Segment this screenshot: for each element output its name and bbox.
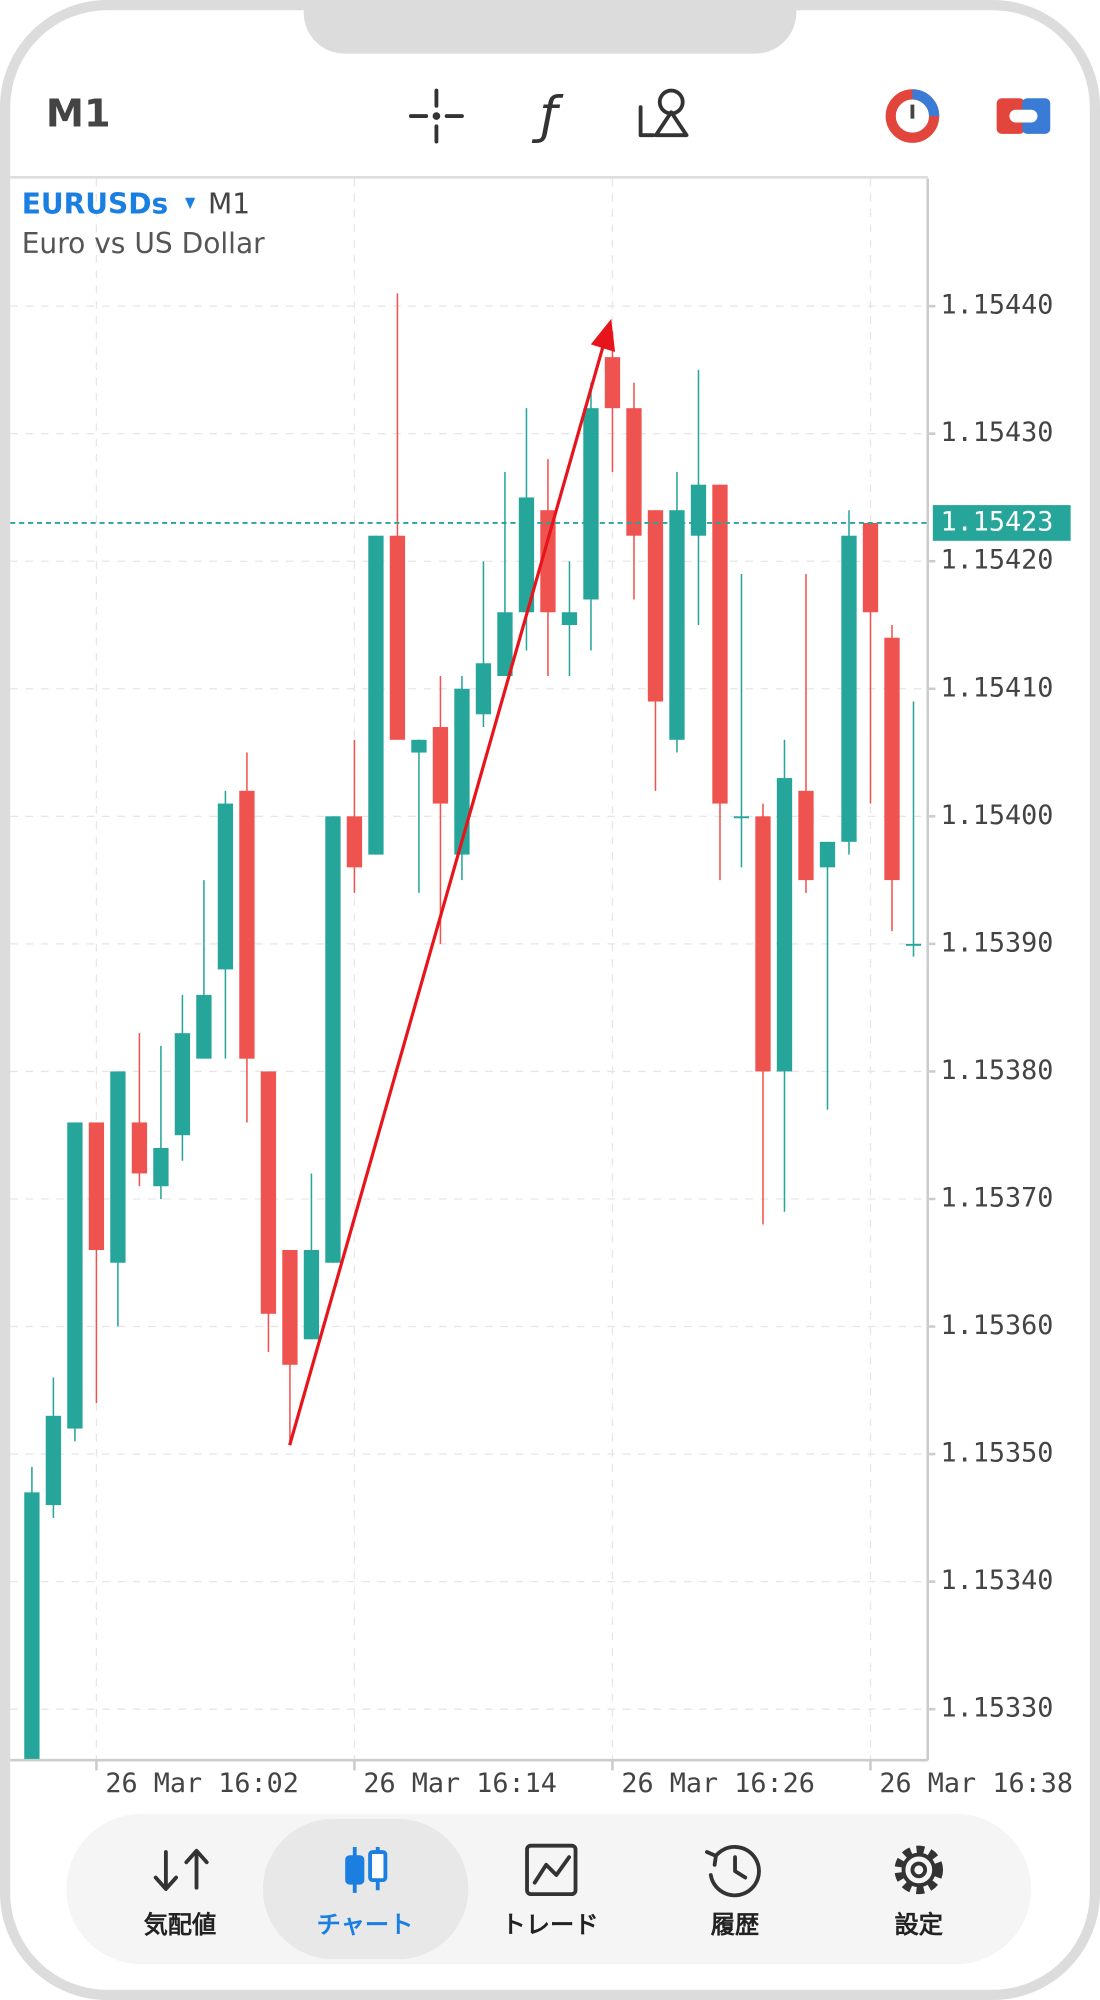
- candle-body: [239, 790, 255, 1059]
- symbol-dropdown[interactable]: [185, 197, 196, 210]
- candle-body: [776, 778, 793, 1072]
- y-tick-label: 1.15430: [940, 417, 1053, 448]
- nav-bar: [66, 1813, 1032, 1965]
- nav-label[interactable]: 履歴: [711, 1910, 759, 1939]
- objects-button[interactable]: [638, 88, 689, 138]
- candle-body: [153, 1147, 169, 1187]
- candle-body: [475, 663, 492, 715]
- crosshair-button[interactable]: [408, 88, 464, 144]
- candle-body: [389, 535, 406, 740]
- candle-body: [626, 408, 642, 536]
- y-tick-label: 1.15420: [940, 545, 1053, 576]
- candle-body: [45, 1415, 62, 1506]
- chart-timeframe: M1: [208, 187, 250, 220]
- candle-body: [110, 1071, 126, 1263]
- plot-area: [10, 293, 928, 1761]
- y-tick-label: 1.15380: [940, 1055, 1053, 1086]
- candle-body: [24, 1492, 40, 1761]
- y-tick-label: 1.15340: [940, 1565, 1053, 1596]
- nav-label[interactable]: 設定: [895, 1910, 944, 1939]
- candle-body: [690, 484, 707, 536]
- nav-label[interactable]: トレード: [502, 1910, 599, 1939]
- candle-body: [561, 612, 578, 625]
- candle-body: [497, 612, 513, 677]
- history-icon[interactable]: [705, 1845, 761, 1898]
- candle-body: [905, 943, 922, 946]
- symbol-description: Euro vs US Dollar: [22, 227, 265, 260]
- symbol[interactable]: EURUSDs: [22, 187, 169, 220]
- candle-body: [454, 688, 470, 855]
- y-tick-label: 1.15370: [940, 1182, 1053, 1213]
- nav-selected-highlight: [262, 1818, 469, 1960]
- candle-body: [733, 816, 750, 819]
- candle-body: [518, 497, 535, 613]
- candle-body: [67, 1122, 83, 1429]
- candle-body: [884, 637, 900, 881]
- candle-body: [88, 1122, 105, 1250]
- candle-body: [303, 1250, 320, 1340]
- candle-body: [540, 510, 556, 613]
- x-tick-label: 26 Mar 16:26: [621, 1768, 815, 1799]
- candle-body: [325, 816, 341, 1263]
- one-click-trading-button[interactable]: [885, 89, 940, 143]
- candle-body: [346, 816, 363, 868]
- x-tick-label: 26 Mar 16:02: [105, 1768, 299, 1799]
- trade-button[interactable]: [996, 98, 1051, 134]
- candle-body: [583, 408, 599, 600]
- candle-body: [712, 484, 728, 804]
- candle-body: [647, 510, 664, 702]
- nav-label[interactable]: チャート: [317, 1910, 414, 1939]
- trade-icon[interactable]: [525, 1843, 578, 1897]
- candle-body: [131, 1122, 148, 1174]
- candle-body: [841, 535, 857, 842]
- candle-body: [196, 994, 212, 1059]
- y-tick-label: 1.15330: [940, 1693, 1053, 1724]
- axes: 1.15330 1.15340 1.15350 1.15360 1.15370 1.153…: [95, 290, 1073, 1799]
- quotes-icon[interactable]: [153, 1848, 209, 1891]
- current-price-badge: [932, 505, 1071, 541]
- candle-body: [368, 535, 384, 855]
- settings-icon[interactable]: [894, 1845, 944, 1895]
- trend-line: [288, 318, 616, 1446]
- y-tick-label: 1.15400: [940, 800, 1053, 831]
- candle-body: [862, 522, 879, 613]
- timeframe-button[interactable]: M1: [46, 92, 111, 137]
- candle-body: [432, 727, 449, 804]
- nav-labels: 気配値 チャート トレード 履歴 設定: [144, 1910, 944, 1939]
- y-tick-label: 1.15440: [940, 290, 1053, 321]
- candle-body: [282, 1250, 298, 1365]
- y-tick-label: 1.15360: [940, 1310, 1053, 1341]
- candle-body: [819, 841, 836, 868]
- candle-body: [411, 739, 427, 753]
- nav-label[interactable]: 気配値: [144, 1910, 217, 1939]
- y-tick-label: 1.15390: [940, 927, 1053, 958]
- x-tick-label: 26 Mar 16:38: [879, 1768, 1073, 1799]
- chart-icon[interactable]: [345, 1846, 388, 1893]
- y-tick-label: 1.15350: [940, 1438, 1053, 1469]
- candle-body: [174, 1033, 191, 1136]
- y-tick-label: 1.15410: [940, 672, 1053, 703]
- candle-body: [798, 790, 814, 881]
- candle-body: [260, 1071, 277, 1314]
- candle-body: [669, 510, 685, 740]
- notch: [303, 5, 797, 54]
- candle-body: [217, 803, 234, 970]
- candle-body: [755, 816, 771, 1072]
- x-tick-label: 26 Mar 16:14: [363, 1768, 557, 1799]
- candle-body: [604, 357, 621, 409]
- current-price-label: 1.15423: [940, 506, 1053, 537]
